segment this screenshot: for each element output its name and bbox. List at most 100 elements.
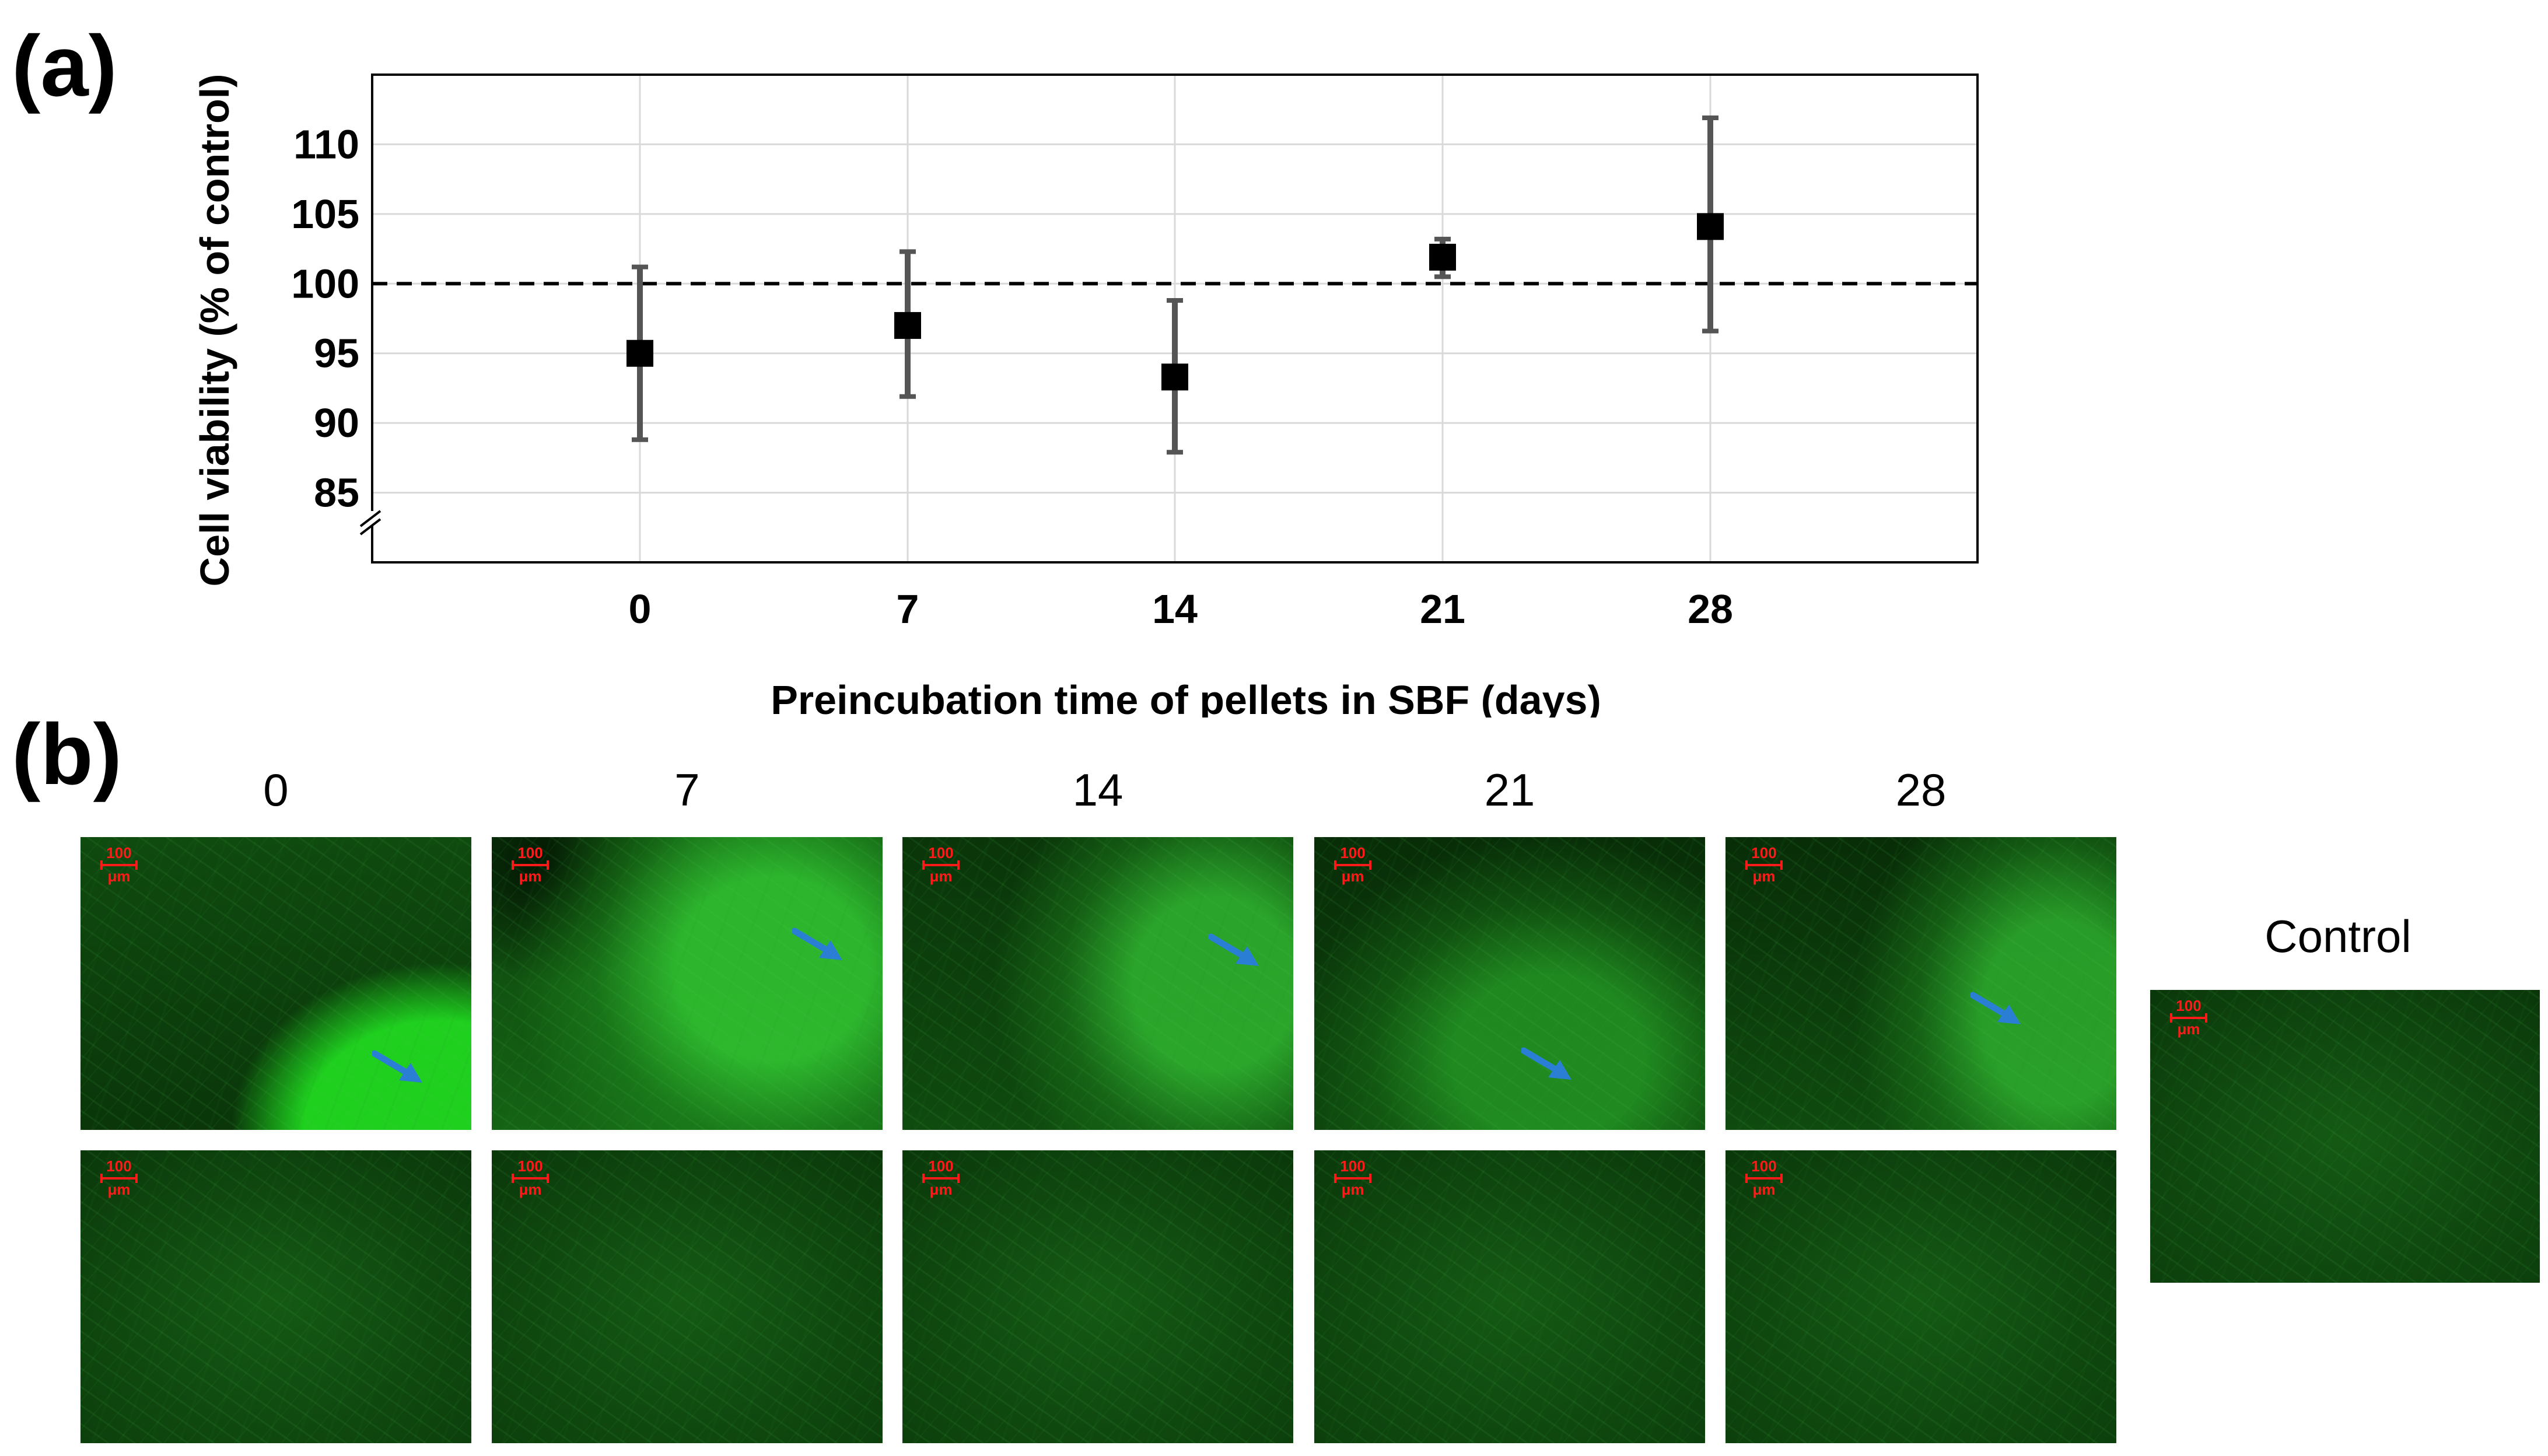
scale-bar-line [922, 860, 960, 870]
arrow-icon-14 [1209, 933, 1259, 966]
x-axis-label: Preincubation time of pellets in SBF (da… [771, 677, 1601, 718]
control-label: Control [2264, 911, 2412, 962]
scale-bar-top-28: 100 μm [1743, 845, 1785, 886]
scale-bar-line [1745, 1174, 1783, 1183]
micrograph-top-14: 100 μm [902, 837, 1293, 1130]
scale-bar-line [2170, 1013, 2207, 1023]
scale-bar-bottom-14: 100 μm [920, 1158, 962, 1199]
data-point-14 [1161, 363, 1188, 391]
micrograph-top-21: 100 μm [1314, 837, 1705, 1130]
fluorescence-layer [1314, 1150, 1705, 1443]
y-tick-label-0: 85 [314, 470, 359, 516]
micrograph-control: 100 μm [2150, 990, 2540, 1283]
x-tick-label-2: 14 [1152, 586, 1198, 632]
column-label-28: 28 [1895, 764, 1947, 816]
scale-bar-value: 100 [928, 844, 954, 862]
scale-bar-value: 100 [1751, 844, 1777, 862]
scale-bar-unit: μm [2177, 1020, 2200, 1038]
fluorescence-layer [80, 837, 471, 1130]
scale-bar-bottom-21: 100 μm [1332, 1158, 1374, 1199]
x-tick-label-4: 28 [1688, 586, 1733, 632]
data-point-21 [1429, 243, 1456, 271]
axis-break-slash-1 [359, 510, 382, 527]
micrograph-top-0: 100 μm [80, 837, 471, 1130]
micrograph-bottom-14: 100 μm [902, 1150, 1293, 1443]
column-label-7: 7 [674, 764, 700, 816]
x-tick-labels: 0 7 14 21 28 [629, 586, 1733, 632]
scale-bar-bottom-0: 100 μm [98, 1158, 140, 1199]
micrograph-bottom-21: 100 μm [1314, 1150, 1705, 1443]
y-tick-label-3: 100 [291, 261, 359, 306]
scale-bar-line [512, 860, 549, 870]
scale-bar-value: 100 [517, 1157, 543, 1175]
axis-break-slash-2 [359, 518, 382, 536]
scale-bar-line [512, 1174, 549, 1183]
column-label-21: 21 [1484, 764, 1535, 816]
cell-texture [492, 1150, 883, 1443]
scale-bar-unit: μm [1341, 867, 1364, 885]
micrograph-top-7: 100 μm [492, 837, 883, 1130]
cell-texture [2150, 990, 2540, 1283]
scale-bar-bottom-28: 100 μm [1743, 1158, 1785, 1199]
scale-bar-bottom-7: 100 μm [509, 1158, 551, 1199]
scale-bar-value: 100 [1340, 1157, 1366, 1175]
scale-bar-unit: μm [1752, 1181, 1776, 1198]
scale-bar-line [100, 860, 138, 870]
cell-texture [1726, 837, 2116, 1130]
y-tick-labels: 85 90 95 100 105 110 [291, 121, 359, 515]
micrograph-bottom-28: 100 μm [1726, 1150, 2116, 1443]
scale-bar-unit: μm [519, 1181, 542, 1198]
micrograph-top-28: 100 μm [1726, 837, 2116, 1130]
scale-bar-unit: μm [1752, 867, 1776, 885]
y-tick-label-2: 95 [314, 331, 359, 376]
scale-bar-value: 100 [928, 1157, 954, 1175]
arrow-icon-0 [372, 1050, 422, 1083]
y-axis-label: Cell viability (% of control) [192, 74, 237, 587]
panel-b-label: (b) [12, 706, 122, 803]
axis-break-mark [359, 510, 383, 536]
micrograph-bottom-0: 100 μm [80, 1150, 471, 1443]
panel-a-label: (a) [12, 18, 117, 114]
fluorescence-layer [1314, 837, 1705, 1130]
micrograph-bottom-7: 100 μm [492, 1150, 883, 1443]
fluorescence-layer [902, 1150, 1293, 1443]
x-tick-label-1: 7 [897, 586, 919, 632]
scale-bar-line [100, 1174, 138, 1183]
cell-texture [492, 837, 883, 1130]
scale-bar-value: 100 [2176, 997, 2202, 1014]
scale-bar-top-7: 100 μm [509, 845, 551, 886]
cell-texture [80, 837, 471, 1130]
fluorescence-layer [492, 837, 883, 1130]
scale-bar-unit: μm [107, 867, 131, 885]
scale-bar-line [1334, 1174, 1371, 1183]
cell-texture [80, 1150, 471, 1443]
column-label-0: 0 [263, 764, 289, 816]
arrow-icon-28 [1971, 992, 2021, 1024]
fluorescence-layer [902, 837, 1293, 1130]
fluorescence-layer [2150, 990, 2540, 1283]
arrow-icon-21 [1521, 1047, 1572, 1080]
marker-layer [626, 213, 1724, 391]
x-tick-label-3: 21 [1420, 586, 1465, 632]
arrow-icon-7 [792, 928, 842, 960]
x-tick-label-0: 0 [629, 586, 652, 632]
data-point-28 [1697, 213, 1724, 240]
scale-bar-top-21: 100 μm [1332, 845, 1374, 886]
scale-bar-unit: μm [107, 1181, 131, 1198]
scale-bar-unit: μm [1341, 1181, 1364, 1198]
y-tick-label-1: 90 [314, 400, 359, 446]
scale-bar-value: 100 [106, 844, 132, 862]
data-point-0 [626, 340, 653, 367]
fluorescence-layer [492, 1150, 883, 1443]
cell-texture [1726, 1150, 2116, 1443]
scale-bar-top-0: 100 μm [98, 845, 140, 886]
fluorescence-layer [1726, 837, 2116, 1130]
scale-bar-line [1745, 860, 1783, 870]
scale-bar-line [922, 1174, 960, 1183]
column-label-14: 14 [1072, 764, 1124, 816]
scale-bar-unit: μm [519, 867, 542, 885]
y-tick-label-5: 110 [293, 121, 359, 167]
y-tick-label-4: 105 [291, 191, 359, 237]
cell-texture [1314, 837, 1705, 1130]
cell-texture [902, 837, 1293, 1130]
